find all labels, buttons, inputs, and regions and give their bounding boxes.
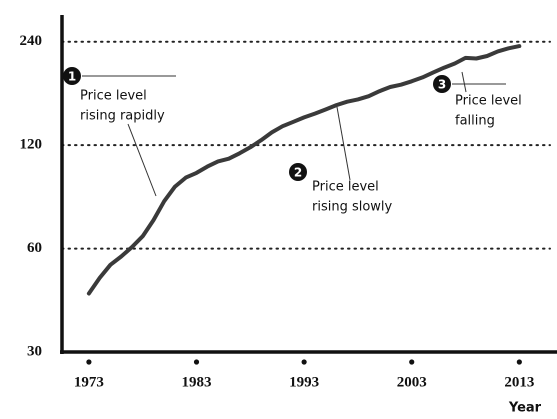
- annotation-text: Price level: [455, 94, 522, 109]
- x-tick-dot: [516, 359, 522, 365]
- y-tick-label: 30: [27, 343, 42, 359]
- annotation-number: 1: [68, 70, 76, 84]
- x-tick-label: 1993: [289, 374, 319, 390]
- annotation-text: falling: [455, 114, 495, 129]
- x-tick-dot: [86, 359, 92, 365]
- x-tick-dot: [409, 359, 415, 365]
- annotation-number: 3: [438, 78, 446, 92]
- x-tick-label: 2013: [504, 374, 534, 390]
- x-tick-dot: [301, 359, 307, 365]
- y-tick-label: 240: [20, 33, 43, 49]
- annotation-number: 2: [294, 166, 302, 180]
- annotation-text: rising rapidly: [80, 109, 165, 124]
- y-tick-label: 60: [27, 240, 42, 256]
- x-tick-label: 2003: [397, 374, 427, 390]
- annotation-badge: [63, 67, 81, 85]
- x-axis-label: Year: [508, 401, 542, 416]
- annotation-badge: [289, 163, 307, 181]
- leader-line: [461, 71, 467, 93]
- annotation-text: Price level: [80, 89, 147, 104]
- annotation-badge: [433, 75, 451, 93]
- x-tick-label: 1973: [74, 374, 104, 390]
- leader-line: [127, 123, 157, 197]
- x-tick-dot: [193, 359, 200, 365]
- x-tick-label: 1983: [182, 374, 212, 390]
- annotation-text: rising slowly: [312, 200, 393, 215]
- leader-line: [336, 106, 351, 181]
- annotation-text: Price level: [312, 180, 379, 195]
- price-line: [86, 44, 522, 296]
- y-tick-label: 120: [20, 137, 43, 153]
